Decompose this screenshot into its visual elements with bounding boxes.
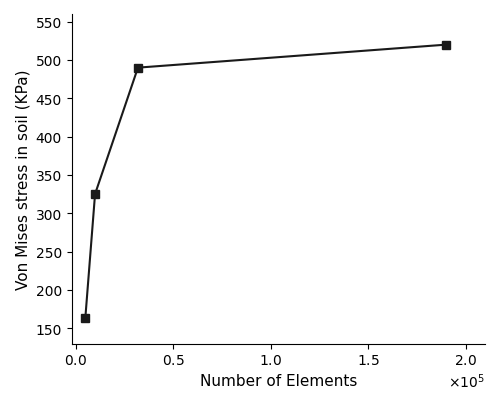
X-axis label: Number of Elements: Number of Elements [200,373,357,388]
Y-axis label: Von Mises stress in soil (KPa): Von Mises stress in soil (KPa) [15,69,30,289]
